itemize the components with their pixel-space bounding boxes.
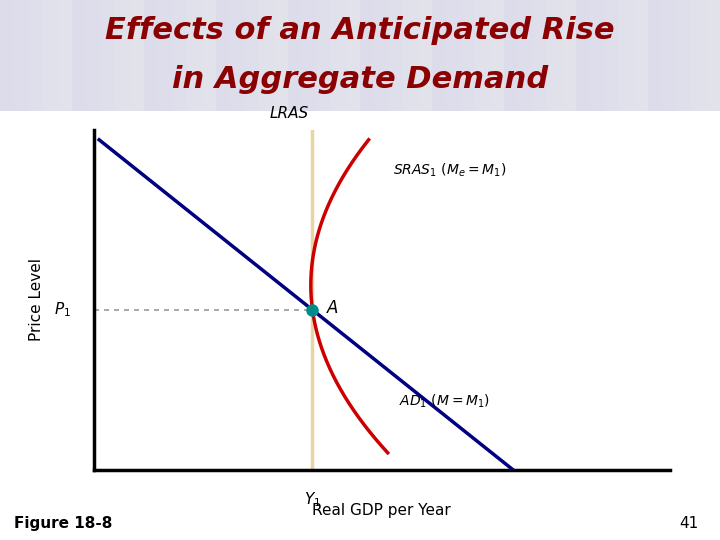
Bar xyxy=(418,0,432,111)
Bar xyxy=(259,0,274,111)
Bar xyxy=(691,0,706,111)
Text: Price Level: Price Level xyxy=(29,258,43,341)
Text: $P_1$: $P_1$ xyxy=(54,301,71,319)
Bar xyxy=(662,0,677,111)
Text: $Y_1$: $Y_1$ xyxy=(304,490,321,509)
Bar xyxy=(216,0,230,111)
Text: Real GDP per Year: Real GDP per Year xyxy=(312,503,451,518)
Bar xyxy=(475,0,490,111)
Bar xyxy=(403,0,418,111)
Text: $AD_1\ (M = M_1)$: $AD_1\ (M = M_1)$ xyxy=(399,393,490,410)
Bar xyxy=(173,0,187,111)
Text: in Aggregate Demand: in Aggregate Demand xyxy=(172,65,548,94)
Bar xyxy=(202,0,216,111)
Bar xyxy=(317,0,331,111)
Bar xyxy=(72,0,86,111)
Bar xyxy=(130,0,144,111)
Bar xyxy=(0,0,14,111)
Bar xyxy=(518,0,533,111)
Bar xyxy=(461,0,475,111)
Bar xyxy=(14,0,29,111)
Bar xyxy=(86,0,101,111)
Text: Effects of an Anticipated Rise: Effects of an Anticipated Rise xyxy=(105,17,615,45)
Bar xyxy=(331,0,346,111)
Bar xyxy=(144,0,158,111)
Bar xyxy=(504,0,518,111)
Bar xyxy=(101,0,115,111)
Bar xyxy=(648,0,662,111)
Bar xyxy=(634,0,648,111)
Bar xyxy=(346,0,360,111)
Bar xyxy=(490,0,504,111)
Bar xyxy=(288,0,302,111)
Bar xyxy=(245,0,259,111)
Bar xyxy=(706,0,720,111)
Bar xyxy=(43,0,58,111)
Bar xyxy=(302,0,317,111)
Bar xyxy=(605,0,619,111)
Bar xyxy=(619,0,634,111)
Bar xyxy=(274,0,288,111)
Bar xyxy=(158,0,173,111)
Bar xyxy=(374,0,389,111)
Bar xyxy=(29,0,43,111)
Bar xyxy=(590,0,605,111)
Bar xyxy=(58,0,72,111)
Bar xyxy=(115,0,130,111)
Bar xyxy=(360,0,374,111)
Bar xyxy=(446,0,461,111)
Bar xyxy=(677,0,691,111)
Bar xyxy=(389,0,403,111)
Text: Figure 18-8: Figure 18-8 xyxy=(14,516,113,531)
Text: $SRAS_1\ (M_e = M_1)$: $SRAS_1\ (M_e = M_1)$ xyxy=(393,161,506,179)
Bar xyxy=(547,0,562,111)
Text: LRAS: LRAS xyxy=(270,106,309,121)
Bar xyxy=(576,0,590,111)
Text: 41: 41 xyxy=(679,516,698,531)
Text: A: A xyxy=(327,299,338,317)
Bar xyxy=(187,0,202,111)
Bar xyxy=(230,0,245,111)
Bar xyxy=(533,0,547,111)
Bar xyxy=(432,0,446,111)
Bar xyxy=(562,0,576,111)
